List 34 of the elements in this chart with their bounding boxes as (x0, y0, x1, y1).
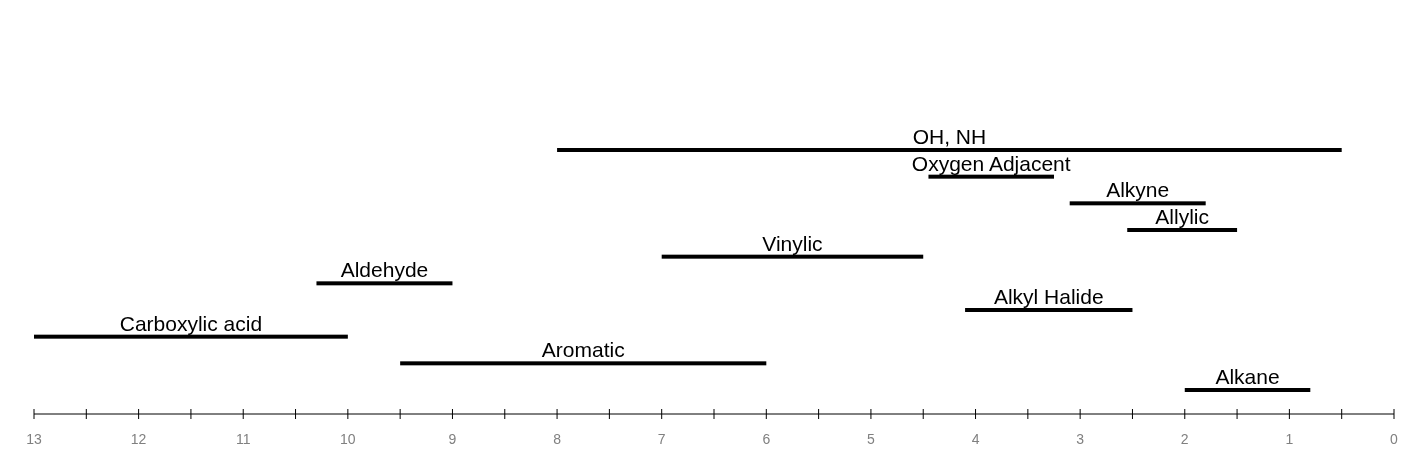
x-tick-label: 0 (1390, 431, 1399, 447)
bar (661, 254, 924, 259)
y-tick-label: Oxygen Adjacent (911, 151, 1071, 175)
x-tick-label: 4 (971, 431, 980, 447)
x-tick-label: 1 (1285, 431, 1294, 447)
x-tick-label: 10 (340, 431, 356, 447)
bar (965, 308, 1133, 312)
bar (928, 174, 1054, 179)
bar (316, 281, 453, 286)
y-tick-label: Vinylic (762, 231, 823, 255)
y-tick-label: Allylic (1155, 205, 1209, 228)
x-tick-label: 9 (448, 431, 457, 447)
y-tick-label: Alkane (1215, 365, 1280, 388)
x-tick-label: 2 (1180, 431, 1189, 447)
y-tick-label: Carboxylic acid (119, 311, 263, 335)
x-tick-label: 6 (762, 431, 771, 447)
y-tick-label: Aldehyde (340, 258, 429, 282)
x-tick-label: 7 (657, 431, 666, 447)
y-tick-label: Alkyl Halide (993, 285, 1104, 308)
x-tick-label: 11 (235, 431, 251, 447)
y-tick-label: Alkyne (1106, 178, 1170, 202)
bar (1184, 388, 1311, 392)
x-tick-label: 13 (26, 431, 42, 447)
bar (400, 361, 767, 366)
x-tick-label: 5 (867, 431, 876, 447)
bar (34, 334, 348, 339)
bar (1069, 201, 1206, 206)
x-tick-label: 12 (130, 431, 147, 447)
y-tick-label: OH, NH (912, 125, 987, 148)
bar (557, 148, 1342, 152)
bar (1127, 228, 1238, 232)
x-tick-label: 8 (553, 431, 562, 447)
y-tick-label: Aromatic (541, 338, 625, 362)
x-tick-label: 3 (1076, 431, 1085, 447)
